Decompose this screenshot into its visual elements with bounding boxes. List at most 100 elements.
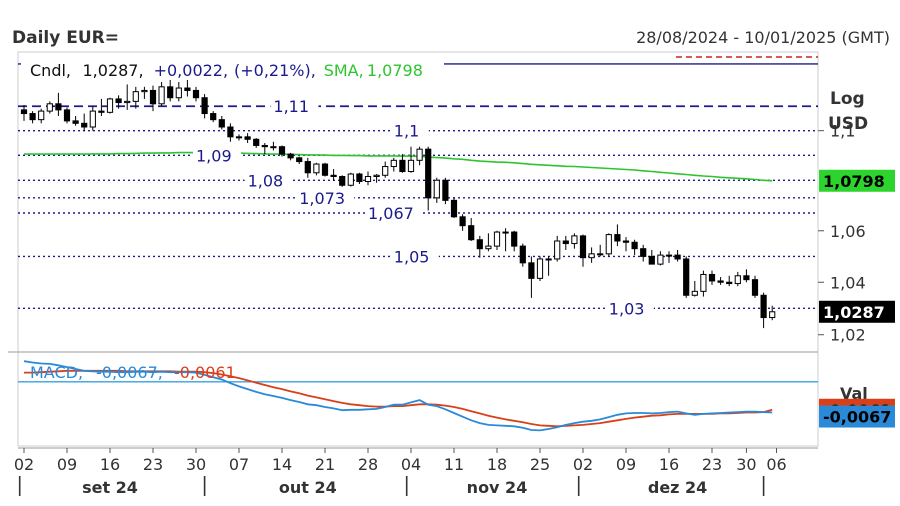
candle-36[interactable] xyxy=(330,174,337,178)
candle-64[interactable] xyxy=(571,235,578,245)
candle-31[interactable] xyxy=(287,153,294,159)
y-tick-label-1: 1,06 xyxy=(830,222,866,241)
candle-35[interactable] xyxy=(321,163,329,176)
candle-54[interactable] xyxy=(485,245,492,250)
candle-43[interactable] xyxy=(390,159,397,168)
candle-69[interactable] xyxy=(614,234,621,242)
candle-48[interactable] xyxy=(433,179,440,199)
candle-7[interactable] xyxy=(81,122,88,128)
candle-72[interactable] xyxy=(640,248,647,257)
candle-19[interactable] xyxy=(184,87,191,91)
candle-42[interactable] xyxy=(382,166,389,176)
candle-46[interactable] xyxy=(416,148,423,161)
candle-86[interactable] xyxy=(760,294,767,319)
candle-80[interactable] xyxy=(708,273,716,282)
candle-4[interactable] xyxy=(55,103,62,111)
reference-label-5: 1,073 xyxy=(299,189,345,208)
candle-78[interactable] xyxy=(691,290,698,296)
candle-9[interactable] xyxy=(98,110,105,113)
candle-26[interactable] xyxy=(244,136,251,140)
candle-11[interactable] xyxy=(115,98,122,104)
candle-68[interactable] xyxy=(605,234,612,255)
candle-41[interactable] xyxy=(373,174,380,178)
candle-87[interactable] xyxy=(769,311,776,319)
candle-51[interactable] xyxy=(459,216,466,227)
candle-6[interactable] xyxy=(72,120,79,124)
candle-15[interactable] xyxy=(149,89,157,105)
candle-25[interactable] xyxy=(235,136,243,139)
month-label-3: dez 24 xyxy=(648,478,707,497)
candle-17[interactable] xyxy=(167,86,174,99)
price-legend-bg xyxy=(24,58,444,80)
candle-37[interactable] xyxy=(339,176,346,186)
candle-16[interactable] xyxy=(158,86,165,105)
candle-29[interactable] xyxy=(270,146,277,149)
candle-67[interactable] xyxy=(597,253,604,256)
price-legend-part-2: +0,0022, xyxy=(154,61,228,80)
candle-20[interactable] xyxy=(192,89,200,99)
candle-70[interactable] xyxy=(622,240,630,243)
candle-71[interactable] xyxy=(631,241,638,250)
candle-32[interactable] xyxy=(296,157,303,163)
candle-79[interactable] xyxy=(700,273,707,292)
candle-47[interactable] xyxy=(425,148,432,199)
candle-60[interactable] xyxy=(536,258,544,279)
candle-8[interactable] xyxy=(89,110,96,128)
candle-12[interactable] xyxy=(124,100,131,104)
candle-44[interactable] xyxy=(399,159,406,173)
candle-82[interactable] xyxy=(726,281,733,285)
candle-38[interactable] xyxy=(347,173,354,186)
candle-57[interactable] xyxy=(511,231,518,247)
candle-53[interactable] xyxy=(476,239,483,250)
x-tick-label-12: 25 xyxy=(530,455,550,474)
candle-13[interactable] xyxy=(132,91,139,102)
candle-24[interactable] xyxy=(227,126,234,138)
candle-76[interactable] xyxy=(674,254,681,260)
chart-title: Daily EUR= xyxy=(12,28,119,48)
candle-39[interactable] xyxy=(356,173,363,183)
candle-59[interactable] xyxy=(528,262,535,279)
candle-18[interactable] xyxy=(175,87,182,99)
candle-27[interactable] xyxy=(253,138,260,146)
candle-30[interactable] xyxy=(278,146,286,155)
candle-83[interactable] xyxy=(734,275,741,285)
candle-63[interactable] xyxy=(562,240,569,245)
candle-3[interactable] xyxy=(46,103,53,112)
candle-66[interactable] xyxy=(588,253,595,259)
candle-0[interactable] xyxy=(20,109,28,115)
candle-77[interactable] xyxy=(683,258,690,296)
candle-55[interactable] xyxy=(493,231,501,247)
candle-65[interactable] xyxy=(579,235,587,259)
candle-56[interactable] xyxy=(502,231,509,234)
candle-45[interactable] xyxy=(407,159,415,173)
candle-73[interactable] xyxy=(648,255,655,265)
candle-50[interactable] xyxy=(450,199,458,218)
candle-34[interactable] xyxy=(313,163,320,174)
candle-5[interactable] xyxy=(63,109,71,122)
y-tick-label-2: 1,04 xyxy=(830,273,866,292)
candle-62[interactable] xyxy=(554,240,561,260)
candle-23[interactable] xyxy=(218,119,225,128)
candle-58[interactable] xyxy=(519,245,526,264)
candle-1[interactable] xyxy=(29,113,36,121)
candle-75[interactable] xyxy=(665,254,673,257)
x-tick-label-15: 16 xyxy=(659,455,679,474)
candle-84[interactable] xyxy=(743,275,750,281)
candle-81[interactable] xyxy=(717,280,724,283)
candle-33[interactable] xyxy=(304,161,311,174)
candle-14[interactable] xyxy=(141,89,148,93)
candle-85[interactable] xyxy=(751,279,759,296)
x-tick-label-11: 18 xyxy=(487,455,507,474)
candle-52[interactable] xyxy=(468,225,475,241)
candle-61[interactable] xyxy=(545,258,552,261)
candle-21[interactable] xyxy=(201,97,208,115)
candle-49[interactable] xyxy=(442,179,449,201)
candle-2[interactable] xyxy=(38,110,45,121)
candle-28[interactable] xyxy=(261,144,268,148)
candle-40[interactable] xyxy=(364,176,372,183)
candle-74[interactable] xyxy=(657,254,664,265)
candle-22[interactable] xyxy=(210,113,217,121)
x-tick-label-14: 09 xyxy=(616,455,636,474)
candle-10[interactable] xyxy=(106,98,114,113)
